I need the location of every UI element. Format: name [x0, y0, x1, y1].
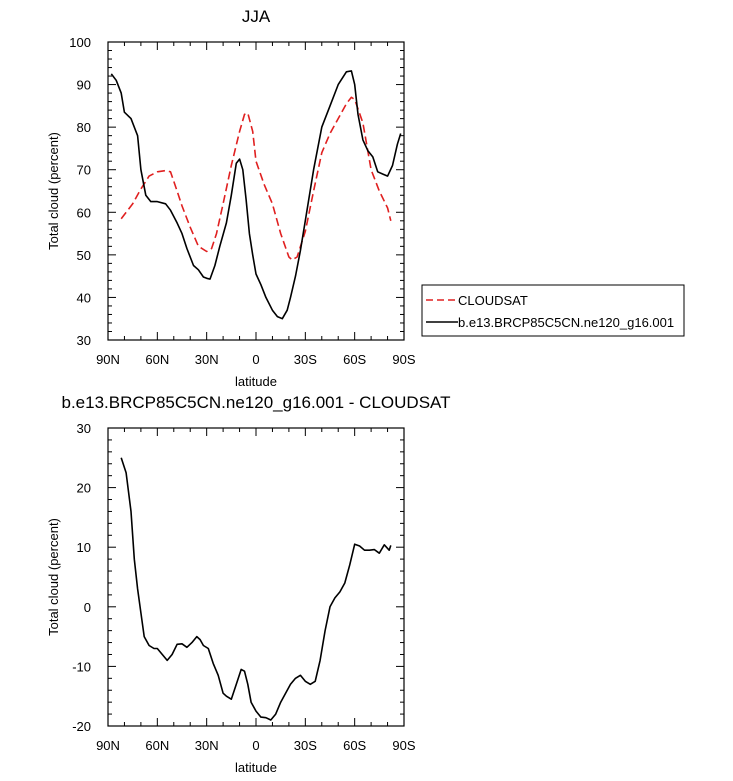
chart-title: b.e13.BRCP85C5CN.ne120_g16.001 - CLOUDSA…	[61, 393, 450, 412]
bottom-chart-panel: b.e13.BRCP85C5CN.ne120_g16.001 - CLOUDSA…	[46, 393, 451, 775]
x-tick-label: 0	[252, 352, 259, 367]
y-tick-label: 0	[84, 600, 91, 615]
y-axis-label: Total cloud (percent)	[46, 132, 61, 250]
y-tick-label: 80	[77, 120, 91, 135]
x-tick-label: 90S	[392, 352, 415, 367]
x-tick-label: 90S	[392, 738, 415, 753]
y-tick-label: 30	[77, 333, 91, 348]
x-tick-label: 90N	[96, 352, 120, 367]
series-group	[120, 457, 392, 721]
x-axis-label: latitude	[235, 374, 277, 389]
x-tick-label: 30N	[195, 738, 219, 753]
x-tick-label: 0	[252, 738, 259, 753]
chart-title: JJA	[242, 7, 271, 26]
x-tick-label: 60S	[343, 352, 366, 367]
y-tick-label: 20	[77, 481, 91, 496]
y-tick-label: 70	[77, 163, 91, 178]
y-tick-label: 50	[77, 248, 91, 263]
y-tick-label: 40	[77, 290, 91, 305]
y-axis-label: Total cloud (percent)	[46, 518, 61, 636]
top-chart-panel: JJA 90N 60N 30N 0 30S 60S 90S 30 40 50 60 70 80 90 100 l…	[46, 7, 685, 389]
legend-box	[421, 284, 685, 337]
legend-label-1: b.e13.BRCP85C5CN.ne120_g16.001	[458, 315, 674, 330]
series-line-0	[120, 96, 392, 261]
x-tick-label: 30S	[294, 352, 317, 367]
x-axis-label: latitude	[235, 760, 277, 775]
series-line-1	[110, 70, 402, 320]
legend-label-0: CLOUDSAT	[458, 293, 528, 308]
series-line-0	[120, 457, 392, 721]
y-tick-label: -20	[72, 719, 91, 734]
x-tick-label: 60S	[343, 738, 366, 753]
x-tick-label: 90N	[96, 738, 120, 753]
y-tick-label: 90	[77, 78, 91, 93]
plot-frame	[107, 427, 405, 727]
legend: CLOUDSAT b.e13.BRCP85C5CN.ne120_g16.001	[421, 284, 685, 337]
series-group	[110, 70, 402, 320]
y-tick-label: 30	[77, 421, 91, 436]
x-tick-label: 30N	[195, 352, 219, 367]
x-tick-label: 30S	[294, 738, 317, 753]
y-tick-label: 10	[77, 540, 91, 555]
y-tick-label: 100	[69, 35, 91, 50]
x-tick-label: 60N	[145, 738, 169, 753]
y-tick-label: 60	[77, 205, 91, 220]
x-tick-label: 60N	[145, 352, 169, 367]
y-tick-label: -10	[72, 659, 91, 674]
plot-frame	[107, 41, 405, 341]
